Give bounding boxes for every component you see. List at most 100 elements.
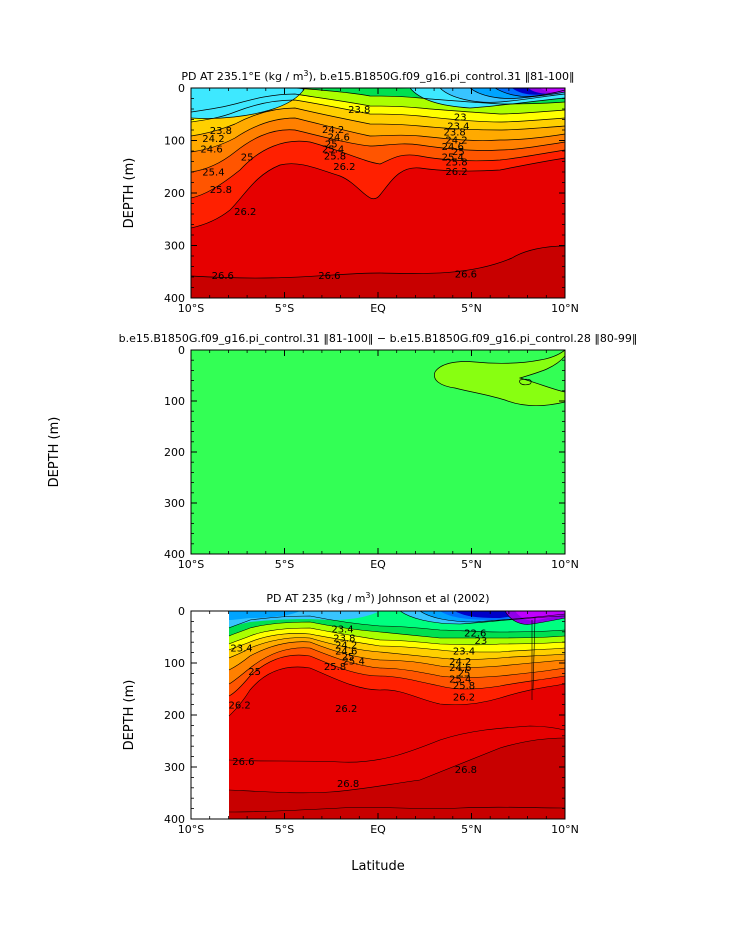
top-contour-label: 25.8 [324, 151, 346, 162]
bottom-panel: PD AT 235 (kg / m3) Johnson et al (2002) [122, 591, 579, 874]
top-isoline [191, 117, 565, 153]
top-contour-label: 23 [454, 112, 467, 123]
bottom-x-tick-label: EQ [370, 823, 386, 836]
top-contour-label: 26.6 [212, 271, 234, 282]
bottom-contour-label: 25.8 [324, 662, 346, 673]
top-contour-label: 25 [241, 152, 254, 163]
top-y-tick-label: 100 [164, 135, 185, 148]
bottom-isoline [228, 627, 565, 646]
bottom-isoline [228, 654, 565, 697]
bottom-isoline [228, 641, 565, 671]
top-contour-label: 25.8 [445, 158, 467, 169]
bottom-contour-label: 23.8 [333, 634, 355, 645]
top-isoline [494, 88, 565, 97]
bottom-contour-label: 24.6 [335, 647, 357, 658]
bottom-y-tick-label: 200 [164, 709, 185, 722]
top-isoline [409, 88, 565, 109]
bottom-contour-label: 25.4 [343, 656, 365, 667]
bottom-ylabel: DEPTH (m) [122, 680, 137, 751]
top-contour-label: 26.2 [333, 162, 355, 173]
bottom-isoline [399, 611, 565, 625]
top-contour-label: 26.2 [234, 207, 256, 218]
bottom-xlabel: Latitude [351, 859, 405, 874]
middle-ylabel: DEPTH (m) [47, 417, 62, 488]
bottom-isoline [228, 725, 565, 763]
top-x-tick-label: 5°S [275, 302, 294, 315]
bottom-contour-label: 25.8 [453, 681, 475, 692]
top-y-tick-label: 300 [164, 240, 185, 253]
top-isoline [191, 129, 565, 173]
bottom-contour-label: 26.2 [453, 692, 475, 703]
top-x-tick-label: 5°N [461, 302, 482, 315]
middle-band-positive [434, 350, 565, 406]
bottom-isoline [228, 615, 565, 633]
top-contour-label: 24.6 [200, 144, 222, 155]
top-contour-label: 26.6 [455, 269, 477, 280]
middle-panel-title: b.e15.B1850G.f09_g16.pi_control.31 ‖81-1… [119, 332, 638, 345]
top-isoline [191, 99, 565, 123]
bottom-isoline [228, 633, 565, 653]
top-isoline [191, 140, 565, 199]
top-ylabel: DEPTH (m) [122, 158, 137, 229]
top-isoline [191, 157, 565, 229]
top-isoline [294, 88, 565, 105]
top-isoline [191, 245, 565, 279]
top-contour-label: 23.8 [444, 128, 466, 139]
bottom-contour-label: 25 [458, 668, 471, 679]
top-contour-labels: 23.823.824.224.62525.425.826.226.624.224… [200, 105, 477, 282]
top-contour-label: 24.2 [202, 134, 224, 145]
top-contour-label: 24.2 [322, 125, 344, 136]
bottom-contour-label: 26.8 [337, 779, 359, 790]
bottom-x-tick-label: 5°S [275, 823, 294, 836]
top-x-tick-label: EQ [370, 302, 386, 315]
bottom-contour-label: 24.2 [335, 640, 357, 651]
top-axes: 10°S 5°S EQ 5°N 10°N 0 100 200 300 400 [164, 82, 579, 315]
middle-x-tick-label: 10°N [551, 558, 579, 571]
middle-panel: b.e15.B1850G.f09_g16.pi_control.31 ‖81-1… [47, 332, 637, 571]
bottom-isoline [419, 611, 565, 623]
middle-x-tick-label: 10°S [178, 558, 204, 571]
top-contour-label: 26.2 [445, 167, 467, 178]
bottom-contour-label: 26.2 [335, 704, 357, 715]
top-contour-label: 26.6 [318, 271, 340, 282]
bottom-contour-field: 23.42526.226.623.423.824.224.62525.425.8… [191, 611, 565, 819]
bottom-contour-label: 23.4 [453, 647, 475, 658]
top-isoline [191, 93, 565, 115]
bottom-contour-label: 26.6 [232, 757, 254, 768]
top-isoline [191, 88, 306, 119]
top-contour-label: 25 [452, 147, 465, 158]
bottom-contour-label: 25.4 [449, 675, 471, 686]
bottom-contour-label: 24.6 [449, 663, 471, 674]
middle-axes: 10°S 5°S EQ 5°N 10°N 0 100 200 300 400 [164, 344, 579, 571]
top-contour-label: 23.4 [447, 121, 469, 132]
top-contour-label: 23.8 [348, 105, 370, 116]
top-contour-label: 25.4 [202, 168, 224, 179]
middle-y-tick-label: 200 [164, 446, 185, 459]
top-y-tick-label: 400 [164, 292, 185, 305]
top-contour-field: 23.823.824.224.62525.425.826.226.624.224… [191, 88, 565, 298]
bottom-contour-label: 26.8 [455, 765, 477, 776]
bottom-y-tick-label: 400 [164, 813, 185, 826]
top-panel-title: PD AT 235.1°E (kg / m3), b.e15.B1850G.f0… [181, 69, 574, 83]
bottom-axes: 10°S 5°S EQ 5°N 10°N 0 100 200 300 400 [164, 605, 579, 836]
middle-x-tick-label: 5°N [461, 558, 482, 571]
bottom-contour-label: 23 [474, 636, 487, 647]
middle-y-tick-label: 300 [164, 497, 185, 510]
top-contour-label: 24.2 [445, 136, 467, 147]
bottom-x-tick-label: 10°N [551, 823, 579, 836]
bottom-x-tick-label: 10°S [178, 823, 204, 836]
top-x-tick-label: 10°N [551, 302, 579, 315]
bottom-contour-label: 25 [342, 652, 355, 663]
bottom-isoline [228, 637, 565, 660]
top-panel: PD AT 235.1°E (kg / m3), b.e15.B1850G.f0… [122, 69, 579, 315]
bottom-contour-label: 23.4 [230, 643, 252, 654]
top-contour-label: 25.4 [322, 144, 344, 155]
top-isoline [439, 88, 565, 103]
top-contour-label: 25.4 [442, 152, 464, 163]
bottom-y-tick-label: 0 [178, 605, 185, 618]
top-contour-label: 23.8 [210, 126, 232, 137]
bottom-isoline [531, 617, 536, 700]
bottom-isoline [228, 647, 565, 685]
middle-y-tick-label: 0 [178, 344, 185, 357]
